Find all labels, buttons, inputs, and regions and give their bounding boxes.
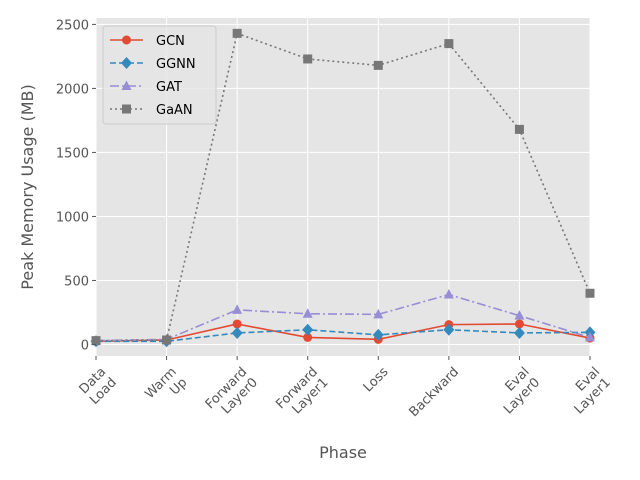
series-line-gaan bbox=[95, 32, 591, 342]
legend-item-gat: GAT bbox=[110, 80, 182, 95]
legend-box bbox=[102, 25, 217, 125]
series-line-ggnn bbox=[96, 328, 591, 343]
series-gaan bbox=[91, 28, 595, 346]
data-point-gaan bbox=[585, 288, 595, 298]
y-axis-ticks: 0 500 1000 1500 2000 2500 bbox=[56, 18, 96, 353]
x-axis-label: Phase bbox=[319, 443, 367, 462]
legend-marker bbox=[122, 35, 131, 45]
legend: GCN GGNN GAT GaAN bbox=[102, 25, 217, 125]
data-point-gat bbox=[514, 310, 525, 320]
data-point-ggnn bbox=[513, 326, 525, 339]
data-point-gcn bbox=[514, 319, 524, 329]
x-tick-label: Backward bbox=[407, 365, 463, 421]
y-axis-label: Peak Memory Usage (MB) bbox=[18, 84, 37, 289]
legend-marker bbox=[122, 104, 131, 114]
legend-label: GAT bbox=[156, 80, 182, 95]
legend-label: GaAN bbox=[156, 103, 193, 118]
series-line-gcn bbox=[95, 323, 591, 343]
x-tick-label: ForwardLayer0 bbox=[203, 365, 261, 423]
data-point-gat bbox=[373, 308, 384, 319]
x-tick-label: ForwardLayer1 bbox=[273, 365, 331, 423]
data-point-gat bbox=[232, 304, 243, 314]
y-tick-label: 0 bbox=[81, 338, 89, 353]
y-tick-label: 1000 bbox=[56, 210, 89, 225]
x-tick-label: EvalLayer0 bbox=[491, 365, 544, 418]
y-tick-label: 500 bbox=[64, 274, 89, 289]
data-point-gaan bbox=[373, 60, 383, 70]
data-point-gaan bbox=[91, 336, 101, 346]
x-axis-ticks: DataLoad WarmUp ForwardLayer0 ForwardLayer1… bbox=[77, 356, 614, 423]
data-point-gaan bbox=[444, 39, 454, 49]
data-point-ggnn bbox=[372, 328, 384, 341]
legend-label: GGNN bbox=[156, 57, 196, 72]
data-point-ggnn bbox=[231, 326, 243, 339]
data-point-gaan bbox=[514, 124, 524, 134]
x-tick-label: EvalLayer1 bbox=[561, 365, 614, 418]
series-layer bbox=[90, 28, 596, 348]
legend-item-gaan: GaAN bbox=[110, 103, 193, 118]
data-point-ggnn bbox=[443, 323, 455, 336]
x-tick-label: DataLoad bbox=[77, 365, 120, 408]
legend-item-ggnn: GGNN bbox=[110, 57, 196, 72]
legend-marker bbox=[121, 80, 132, 90]
x-tick-label: Loss bbox=[361, 364, 392, 395]
data-point-gcn bbox=[232, 319, 242, 329]
y-tick-label: 1500 bbox=[56, 146, 89, 161]
x-tick-label: WarmUp bbox=[142, 365, 190, 413]
legend-label: GCN bbox=[156, 34, 185, 49]
y-tick-label: 2000 bbox=[56, 82, 89, 97]
data-point-gaan bbox=[162, 335, 172, 345]
data-point-gat bbox=[302, 308, 313, 318]
y-tick-label: 2500 bbox=[56, 18, 89, 33]
data-point-gat bbox=[585, 331, 595, 342]
data-point-gat bbox=[443, 289, 454, 299]
data-point-gcn bbox=[303, 332, 313, 342]
data-point-gaan bbox=[232, 28, 242, 38]
legend-marker bbox=[121, 57, 132, 69]
data-point-ggnn bbox=[302, 323, 314, 336]
legend-item-gcn: GCN bbox=[110, 34, 185, 49]
data-point-gaan bbox=[303, 54, 313, 64]
